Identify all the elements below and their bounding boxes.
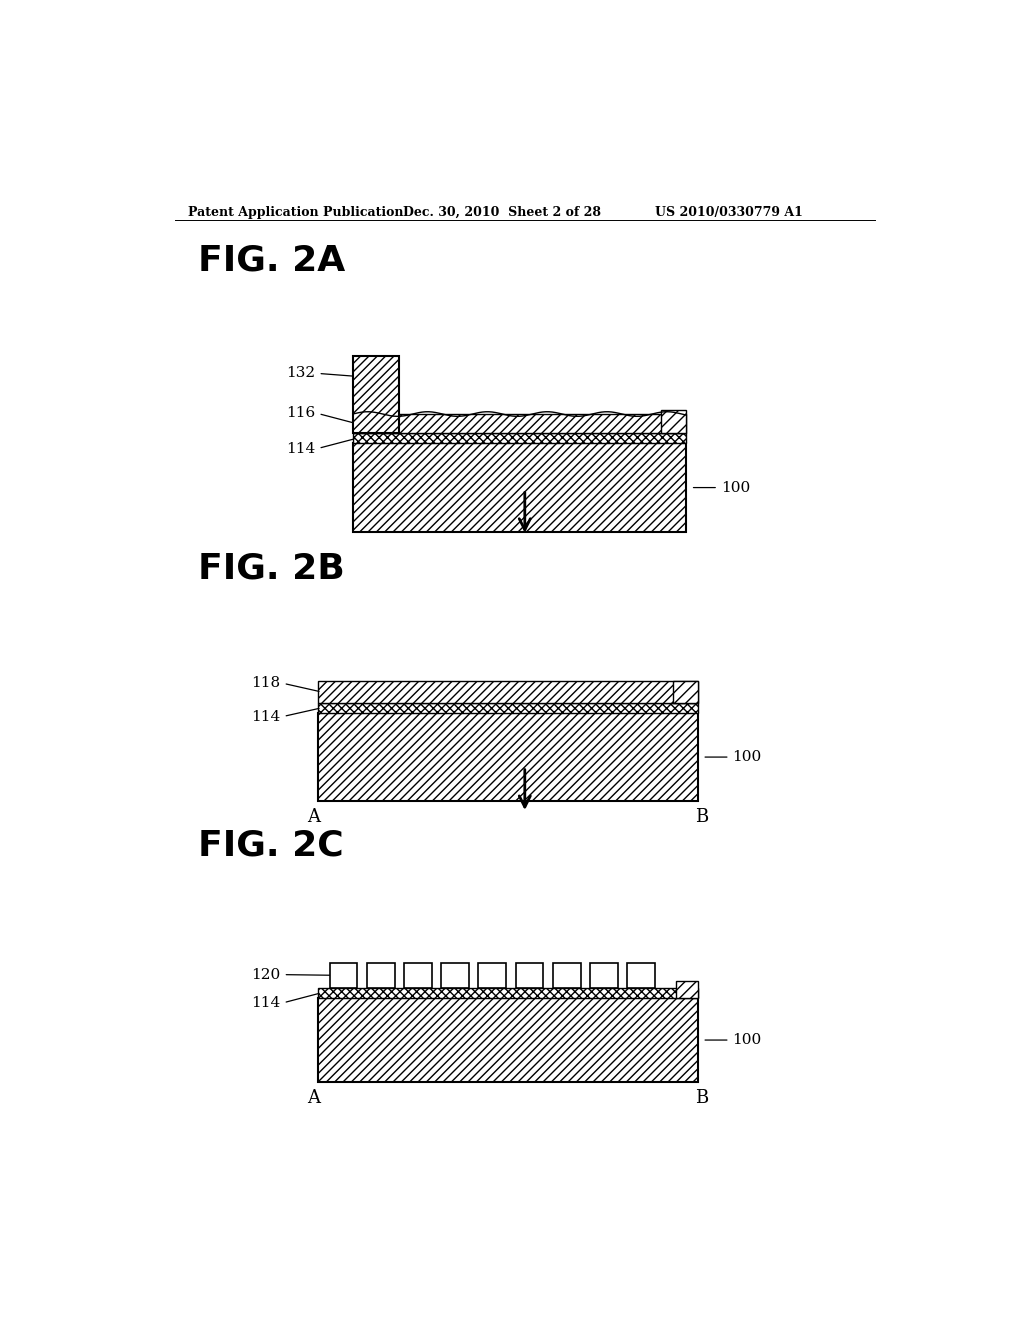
Text: 132: 132 (287, 366, 373, 380)
Bar (673, 681, 697, 702)
Bar (317, 681, 697, 702)
Bar (317, 987, 697, 998)
Text: 114: 114 (287, 440, 354, 457)
Text: FIG. 2C: FIG. 2C (198, 829, 343, 862)
Text: 120: 120 (252, 968, 338, 982)
Bar (478, 964, 506, 987)
Text: 100: 100 (706, 1034, 762, 1047)
Bar (317, 713, 697, 801)
Bar (352, 356, 399, 433)
Text: A: A (307, 808, 321, 825)
Bar (367, 964, 394, 987)
Bar (317, 998, 697, 1082)
Bar (352, 433, 686, 444)
Text: US 2010/0330779 A1: US 2010/0330779 A1 (655, 206, 803, 219)
Bar (515, 964, 544, 987)
Bar (352, 444, 686, 532)
Bar (403, 964, 432, 987)
Text: B: B (695, 1089, 709, 1106)
Bar (317, 702, 697, 713)
Text: FIG. 2A: FIG. 2A (198, 243, 345, 277)
Text: B: B (695, 808, 709, 825)
Bar (330, 964, 357, 987)
Bar (352, 414, 686, 433)
Bar (676, 981, 697, 998)
Bar (590, 964, 617, 987)
Bar (441, 964, 469, 987)
Bar (662, 411, 686, 433)
Bar (627, 964, 655, 987)
Text: 100: 100 (706, 750, 762, 764)
Text: A: A (307, 1089, 321, 1106)
Text: Dec. 30, 2010  Sheet 2 of 28: Dec. 30, 2010 Sheet 2 of 28 (403, 206, 601, 219)
Text: 114: 114 (252, 994, 319, 1011)
Text: FIG. 2B: FIG. 2B (198, 552, 344, 585)
Text: 100: 100 (693, 480, 751, 495)
Text: Patent Application Publication: Patent Application Publication (188, 206, 403, 219)
Bar (352, 356, 399, 433)
Bar (553, 964, 581, 987)
Text: 118: 118 (252, 676, 319, 692)
Text: 116: 116 (287, 405, 354, 422)
Text: 114: 114 (252, 709, 319, 725)
